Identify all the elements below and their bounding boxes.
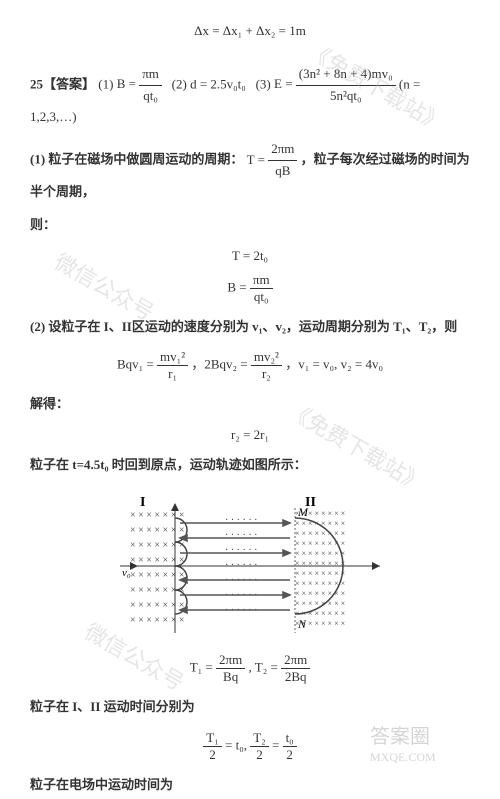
label-v0: v₀ (122, 567, 131, 579)
s1-then: 则： (30, 215, 470, 236)
svg-text:· · · · · ·: · · · · · · (225, 545, 257, 556)
svg-text:× × × × × × × ×: × × × × × × × × (295, 589, 345, 598)
s1-eq1: T = 2t₀ (30, 248, 470, 264)
section-3-intro: 粒子在 t=4.5t₀ 时回到原点，运动轨迹如图所示： (30, 455, 470, 476)
label-N: N (297, 617, 307, 631)
svg-text:× × × × × × ×: × × × × × × × (130, 510, 184, 521)
section-1: (1) 粒子在磁场中做圆周运动的周期： T = 2πmqB ，粒子每次经过磁场的… (30, 139, 470, 202)
region-2-crosses: × × × × × × × × × × × × × × × × × × × × … (295, 509, 345, 628)
s2-solve: 解得： (30, 394, 470, 415)
s1-eq2: B = πmqt₀ (30, 272, 470, 305)
p3-label: (3) (256, 76, 271, 91)
p1-label: (1) (98, 76, 113, 91)
answer-25: 25【答案】 (1) B = πmqt₀ (2) d = 2.5v₀t₀ (3)… (30, 64, 470, 127)
svg-text:× × × × × × ×: × × × × × × × (130, 555, 184, 566)
svg-text:× × × × × × ×: × × × × × × × (130, 600, 184, 611)
svg-text:× × × × × × ×: × × × × × × × (130, 615, 184, 626)
label-I: I (140, 495, 145, 510)
s2-r-eq: r₂ = 2r₁ (30, 427, 470, 443)
label-M: M (297, 505, 309, 519)
svg-text:× × × × × × × ×: × × × × × × × × (295, 549, 345, 558)
svg-text:· · · · · ·: · · · · · · (225, 515, 257, 526)
top-equation: Δx = Δx₁ + Δx₂ = 1m (30, 23, 470, 39)
region-1-crosses: × × × × × × × × × × × × × × × × × × × × … (130, 510, 184, 626)
svg-text:× × × × × × × ×: × × × × × × × × (295, 529, 345, 538)
svg-text:× × × × × × × ×: × × × × × × × × (295, 569, 345, 578)
s2-eq: Bqv₁ = mv₁²r₁ ，2Bqv₂ = mv₂²r₂ ，v₁ = v₀, … (30, 349, 470, 382)
p2-label: (2) (172, 76, 187, 91)
q25-label: 25【答案】 (30, 76, 95, 91)
svg-text:× × × × × × ×: × × × × × × × (130, 525, 184, 536)
s3-time-eq: T₁2 = t₀, T₂2 = t₀2 (30, 730, 470, 763)
svg-text:× × × × × × × ×: × × × × × × × × (295, 519, 345, 528)
svg-text:× × × × × × ×: × × × × × × × (130, 570, 184, 581)
s3-T-eq: T₁ = 2πmBq , T₂ = 2πm2Bq (30, 652, 470, 685)
p3-eq: E = (3n² + 8n + 4)mv₀5n²qt₀ (274, 76, 399, 91)
p2-eq: d = 2.5v₀t₀ (190, 76, 246, 91)
s3-last: 粒子在电场中运动时间为 (30, 775, 470, 796)
section-2-intro: (2) 设粒子在 I、II区运动的速度分别为 v₁、v₂，运动周期分别为 T₁、… (30, 317, 470, 338)
svg-text:× × × × × × × ×: × × × × × × × × (295, 579, 345, 588)
s3-time-label: 粒子在 I、II 运动时间分别为 (30, 697, 470, 718)
svg-text:× × × × × × × ×: × × × × × × × × (295, 559, 345, 568)
p1-eq: B = πmqt₀ (117, 76, 165, 91)
trajectory-diagram: × × × × × × × × × × × × × × × × × × × × … (30, 488, 470, 642)
svg-text:· · · · · ·: · · · · · · (225, 530, 257, 541)
